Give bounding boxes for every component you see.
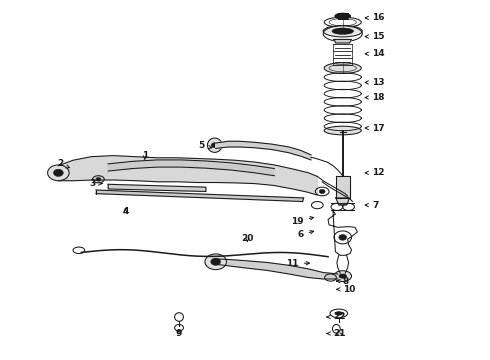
Text: 20: 20 bbox=[241, 234, 254, 243]
Text: 6: 6 bbox=[297, 230, 314, 239]
Polygon shape bbox=[108, 184, 206, 192]
Ellipse shape bbox=[324, 63, 361, 73]
Ellipse shape bbox=[96, 177, 101, 181]
Ellipse shape bbox=[53, 169, 63, 176]
Text: 9: 9 bbox=[176, 329, 182, 338]
Polygon shape bbox=[336, 176, 349, 198]
Polygon shape bbox=[216, 259, 338, 279]
Text: 3: 3 bbox=[90, 179, 102, 188]
Ellipse shape bbox=[339, 234, 346, 240]
Ellipse shape bbox=[335, 13, 350, 19]
Text: 22: 22 bbox=[327, 312, 345, 321]
Text: 8: 8 bbox=[337, 276, 349, 285]
Ellipse shape bbox=[211, 258, 220, 265]
Polygon shape bbox=[216, 141, 311, 160]
Text: 10: 10 bbox=[337, 285, 355, 294]
Text: 21: 21 bbox=[327, 329, 345, 338]
Text: 12: 12 bbox=[365, 168, 385, 177]
Ellipse shape bbox=[339, 274, 346, 278]
Polygon shape bbox=[336, 198, 349, 205]
Text: 16: 16 bbox=[365, 13, 385, 22]
Text: 1: 1 bbox=[142, 151, 148, 160]
Ellipse shape bbox=[48, 165, 69, 181]
Ellipse shape bbox=[332, 28, 353, 35]
Text: 2: 2 bbox=[57, 159, 70, 168]
Ellipse shape bbox=[319, 189, 325, 194]
Ellipse shape bbox=[324, 126, 361, 135]
Text: 11: 11 bbox=[286, 259, 310, 268]
Polygon shape bbox=[58, 156, 318, 195]
Polygon shape bbox=[334, 40, 351, 43]
Text: 7: 7 bbox=[365, 201, 378, 210]
Ellipse shape bbox=[334, 271, 351, 282]
Text: 18: 18 bbox=[365, 93, 385, 102]
Text: 13: 13 bbox=[365, 78, 385, 87]
Ellipse shape bbox=[211, 143, 218, 148]
Ellipse shape bbox=[93, 176, 104, 183]
Text: 15: 15 bbox=[365, 32, 385, 41]
Text: 14: 14 bbox=[365, 49, 385, 58]
Text: 17: 17 bbox=[365, 123, 385, 132]
Text: 4: 4 bbox=[122, 207, 128, 216]
Ellipse shape bbox=[207, 138, 222, 152]
Polygon shape bbox=[108, 160, 274, 176]
Ellipse shape bbox=[323, 26, 362, 37]
Ellipse shape bbox=[335, 312, 343, 315]
Text: 19: 19 bbox=[291, 217, 314, 226]
Text: 5: 5 bbox=[198, 141, 212, 150]
Polygon shape bbox=[96, 190, 304, 202]
Ellipse shape bbox=[205, 254, 226, 270]
